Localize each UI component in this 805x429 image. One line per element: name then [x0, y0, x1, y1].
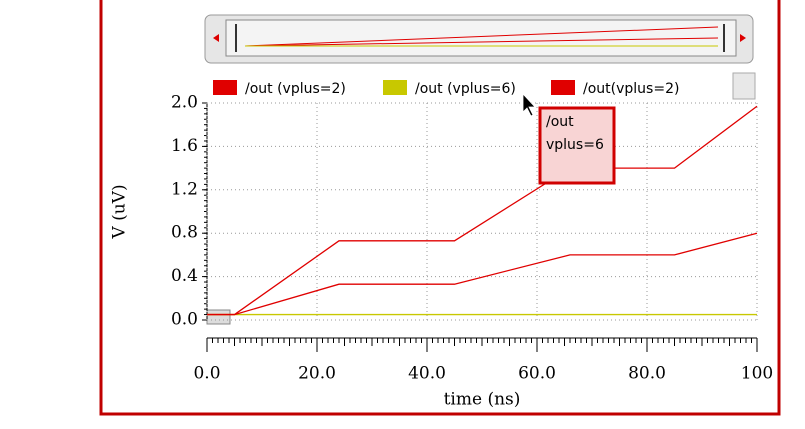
x-tick-label: 80.0: [628, 364, 666, 384]
preview-line: [244, 26, 719, 47]
legend-scroll-button[interactable]: [732, 72, 756, 100]
legend-label: /out (vplus=6): [415, 81, 516, 97]
tooltip: [538, 106, 616, 185]
marker-button[interactable]: [206, 309, 231, 325]
x-tick-label: 0.0: [193, 364, 220, 384]
y-tick-label: 1.2: [171, 179, 198, 199]
x-tick-label: 20.0: [298, 364, 336, 384]
x-tick-label: 40.0: [408, 364, 446, 384]
legend-swatch: [213, 80, 237, 95]
y-tick-label: 0.8: [171, 223, 198, 243]
tooltip-text: vplus=6: [546, 137, 604, 153]
x-tick-label: 100: [741, 364, 773, 384]
scroll-thumb[interactable]: [225, 19, 737, 57]
y-tick-label: 2.0: [171, 93, 198, 113]
cursor: [522, 92, 536, 117]
scrollbar[interactable]: [204, 14, 754, 64]
legend-swatch: [383, 80, 407, 95]
window: [99, 0, 781, 416]
x-axis-label: time (ns): [444, 390, 521, 410]
legend-swatch: [551, 80, 575, 95]
scroll-left[interactable]: [213, 34, 219, 42]
legend-label: /out (vplus=2): [245, 81, 346, 97]
x-tick-label: 60.0: [518, 364, 556, 384]
y-tick-label: 0.0: [171, 310, 198, 330]
tooltip-text: /out: [546, 114, 574, 130]
legend-label: /out(vplus=2): [583, 81, 679, 97]
y-tick-label: 0.4: [171, 266, 198, 286]
y-tick-label: 1.6: [171, 136, 198, 156]
scroll-right[interactable]: [740, 34, 746, 42]
y-axis-label: V (uV): [110, 184, 130, 239]
preview-line: [244, 37, 719, 47]
legend-scroll[interactable]: [732, 72, 756, 100]
series-line: [207, 232, 758, 316]
